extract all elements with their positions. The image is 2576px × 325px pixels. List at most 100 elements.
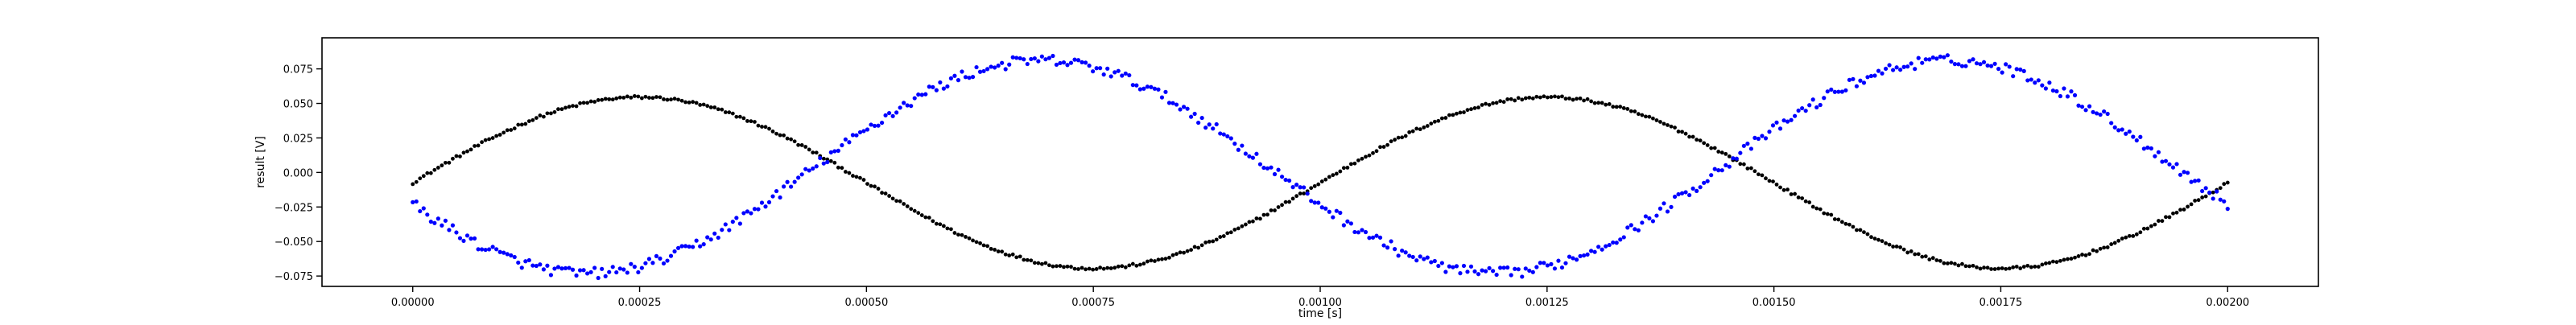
data-point [1243,151,1248,156]
data-point [505,252,510,257]
data-point [1868,73,1874,79]
data-point [701,102,706,107]
data-point [2145,226,2150,231]
data-point [1545,95,1550,100]
data-point [552,266,557,271]
data-point [803,167,808,171]
data-point [2047,261,2052,265]
data-point [1465,269,1470,274]
data-point [1876,237,1880,242]
data-point [425,212,430,217]
data-point [1084,267,1088,272]
data-point [450,223,456,228]
data-point [1137,87,1142,92]
data-point [1389,239,1393,244]
data-point [1505,265,1510,270]
data-point [774,188,779,194]
data-point [1108,266,1113,270]
data-point [1793,113,1798,118]
data-point [753,120,757,124]
data-point [2203,194,2208,199]
data-point [1098,265,1103,270]
data-point [1513,266,1517,271]
data-point [1283,177,1288,183]
data-point [1341,166,1346,171]
data-point [2087,252,2091,257]
data-point [1494,272,1499,278]
data-point [2203,186,2208,191]
data-point [1055,264,1059,269]
data-point [1432,119,1437,124]
data-point [661,261,667,266]
data-point [1312,183,1317,188]
data-point [1640,113,1645,117]
data-point [483,138,488,142]
data-point [1985,265,1990,270]
data-point [1901,64,1906,69]
data-point [1156,87,1161,92]
data-point [1360,228,1364,232]
data-point [650,96,655,101]
data-point [1087,64,1092,68]
data-point [1763,136,1769,141]
data-point [1927,57,1932,62]
data-point [814,150,819,155]
data-point [865,182,869,186]
data-point [2062,257,2066,262]
data-point [1923,57,1928,62]
data-point [451,156,455,161]
data-point [1323,177,1328,182]
data-point [1727,164,1732,169]
data-point [2065,94,2070,99]
data-point [2062,86,2066,91]
data-point [807,168,811,173]
data-point [1094,267,1099,271]
data-point [1258,216,1262,221]
data-point [643,94,648,99]
data-point [2047,80,2052,85]
data-point [2189,202,2194,207]
data-point [1527,268,1532,274]
data-point [1942,55,1946,60]
data-point [2066,257,2070,261]
data-point [1803,109,1808,113]
data-point [1000,249,1005,254]
data-point [2131,233,2136,238]
data-point [1261,212,1266,217]
data-point [2025,263,2030,268]
data-point [1451,113,1455,117]
data-point [1847,77,1852,82]
data-point [708,237,713,242]
data-point [945,84,950,89]
data-point [1251,219,1255,224]
data-point [1393,247,1397,252]
data-point [1538,261,1542,265]
data-point [1280,203,1284,208]
data-point [603,274,608,278]
data-point [1058,264,1063,268]
data-point [1949,261,1954,265]
data-point [927,84,931,89]
data-point [564,105,568,110]
data-point [669,97,673,102]
data-point [1796,108,1801,113]
data-point [1199,243,1204,248]
data-point [2102,109,2107,114]
data-point [712,231,717,236]
data-point [683,244,688,249]
data-point [2109,121,2114,125]
data-point [1909,61,1913,66]
data-point [694,101,699,105]
data-point [1611,240,1616,245]
data-point [414,199,419,204]
data-point [545,111,550,116]
data-point [1432,258,1437,264]
data-point [1029,56,1034,62]
data-point [1673,125,1677,130]
data-point [1462,110,1466,114]
data-point [1952,62,1958,67]
data-point [1724,162,1728,167]
data-point [905,204,910,208]
data-point [843,137,848,142]
data-point [545,263,550,268]
